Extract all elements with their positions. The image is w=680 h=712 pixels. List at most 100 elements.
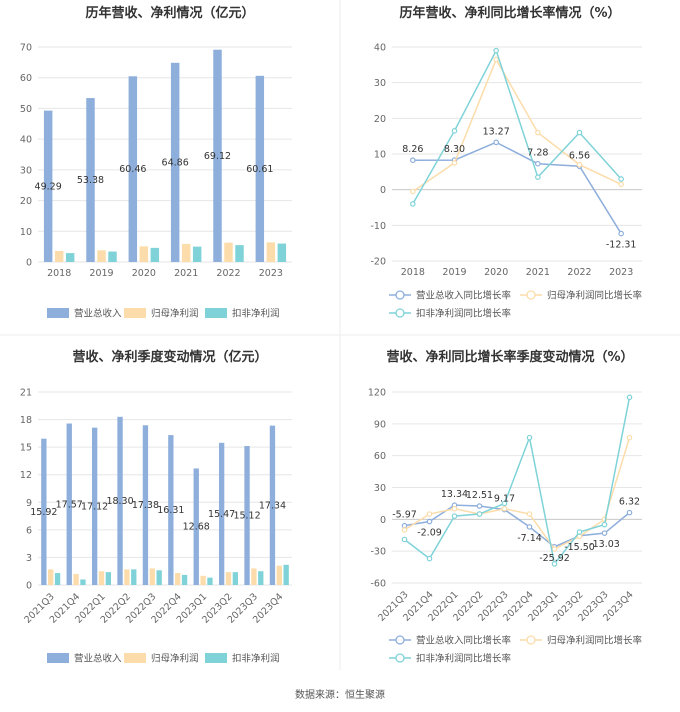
- data-point: [493, 47, 499, 54]
- bar-revenue: [142, 425, 149, 585]
- bar-net-profit: [266, 242, 276, 262]
- data-point: [576, 129, 583, 136]
- data-point: [601, 521, 608, 528]
- x-tick-label: 2022: [567, 267, 591, 278]
- x-tick-label: 2021: [526, 267, 550, 278]
- series-line-revenue-growth: [404, 504, 630, 548]
- y-tick-label: 60: [374, 451, 386, 462]
- bar-net-profit: [276, 565, 282, 585]
- bar-deducted-net-profit: [181, 574, 188, 585]
- data-point: [618, 181, 624, 188]
- legend-label: 扣非净利润同比增长率: [416, 308, 512, 320]
- data-point: [451, 160, 458, 166]
- line-data-label: 8.26: [402, 144, 423, 155]
- y-tick-label: 50: [20, 104, 32, 115]
- x-tick-label: 2023: [259, 268, 283, 279]
- legend-marker: [526, 635, 536, 645]
- bar-deducted-net-profit: [54, 573, 61, 585]
- line-data-label: -5.97: [392, 510, 417, 521]
- bar-revenue: [117, 416, 123, 585]
- bar-net-profit: [98, 571, 105, 585]
- data-point: [526, 511, 533, 517]
- data-point: [401, 536, 408, 543]
- bar-data-label: 49.29: [35, 181, 62, 192]
- series-line-deducted-profit-growth: [404, 397, 631, 566]
- bar-data-label: 53.38: [77, 175, 104, 186]
- data-point: [426, 518, 433, 525]
- y-tick-label: 12: [20, 470, 32, 481]
- quarterly-growth-rate-chart: 营收、净利同比增长率季度变动情况（%）-60-3003060901202021Q…: [368, 349, 643, 665]
- data-point: [426, 511, 433, 517]
- bar-data-label: 17.12: [81, 501, 108, 512]
- y-tick-label: 70: [20, 43, 32, 54]
- line-data-label: -12.31: [606, 240, 637, 251]
- y-tick-label: 30: [374, 78, 386, 89]
- bar-revenue: [244, 446, 250, 585]
- bar-data-label: 17.57: [56, 499, 83, 510]
- y-tick-label: 30: [374, 483, 386, 494]
- bar-revenue: [128, 76, 138, 263]
- bar-net-profit: [200, 575, 206, 585]
- x-tick-label: 2021: [174, 268, 198, 279]
- legend-label: 营业总收入同比增长率: [416, 290, 512, 302]
- data-point: [410, 188, 416, 195]
- legend-label: 扣非净利润: [232, 653, 280, 665]
- annual-revenue-profit-chart: 历年营收、净利情况（亿元） 0 10 20 30 40 50 60 70 2018 2019 2020…: [20, 5, 292, 320]
- data-point: [501, 505, 508, 512]
- series-line-deducted-profit-growth: [412, 48, 622, 205]
- bar-revenue: [213, 49, 222, 263]
- data-point: [526, 524, 533, 530]
- data-point: [626, 434, 633, 441]
- bar-data-label: 17.38: [132, 500, 159, 511]
- bar-deducted-net-profit: [207, 577, 213, 585]
- bar-revenue: [43, 110, 53, 262]
- legend-label: 归母净利润同比增长率: [547, 635, 643, 647]
- bar-revenue: [269, 425, 276, 585]
- legend-label: 归母净利润: [151, 308, 199, 320]
- x-tick-label: 2019: [442, 267, 466, 278]
- bar-data-label: 15.47: [208, 509, 235, 520]
- x-tick-label: 2023: [609, 267, 633, 278]
- y-tick-label: -10: [370, 221, 386, 232]
- bar-revenue: [66, 423, 72, 585]
- y-tick-label: -20: [370, 257, 386, 268]
- bar-data-label: 18.30: [106, 496, 133, 507]
- legend-label: 营业总收入: [74, 653, 122, 665]
- bar-data-label: 60.61: [246, 164, 273, 175]
- bar-net-profit: [54, 250, 64, 262]
- series-line-revenue-growth: [412, 141, 622, 234]
- data-point: [451, 505, 458, 512]
- line-data-label: 9.17: [494, 494, 515, 505]
- data-point: [551, 561, 558, 567]
- x-tick-label: 2018: [401, 267, 425, 278]
- data-point: [535, 129, 541, 136]
- data-point: [535, 160, 541, 167]
- data-point: [535, 174, 541, 180]
- line-data-label: 6.32: [619, 497, 640, 508]
- bar-deducted-net-profit: [156, 570, 162, 585]
- x-tick-label: 2018: [47, 268, 71, 279]
- bar-deducted-net-profit: [258, 571, 264, 585]
- legend-label: 归母净利润同比增长率: [547, 290, 643, 302]
- y-tick-label: 0: [26, 258, 32, 269]
- y-tick-label: 20: [374, 114, 386, 125]
- data-point: [410, 157, 416, 164]
- y-tick-label: -30: [370, 547, 386, 558]
- bar-data-label: 60.46: [119, 164, 146, 175]
- line-data-label: -25.92: [539, 553, 570, 564]
- line-data-label: 6.56: [569, 150, 590, 161]
- y-tick-label: 6: [26, 525, 32, 536]
- bar-deducted-net-profit: [108, 251, 117, 262]
- annual-growth-rate-chart: 历年营收、净利同比增长率情况（%） -20 -10 0 10 20 30 40 2018 2019…: [370, 5, 642, 320]
- bar-revenue: [91, 427, 98, 585]
- bar-net-profit: [225, 572, 232, 585]
- y-tick-label: 21: [20, 388, 32, 399]
- bar-net-profit: [175, 573, 181, 585]
- data-point: [576, 529, 583, 535]
- data-point: [401, 527, 408, 533]
- bar-deducted-net-profit: [131, 569, 137, 585]
- bar-net-profit: [139, 246, 149, 262]
- bar-net-profit: [48, 569, 54, 585]
- series-line-net-profit-growth: [412, 57, 622, 193]
- y-tick-label: 0: [380, 515, 386, 526]
